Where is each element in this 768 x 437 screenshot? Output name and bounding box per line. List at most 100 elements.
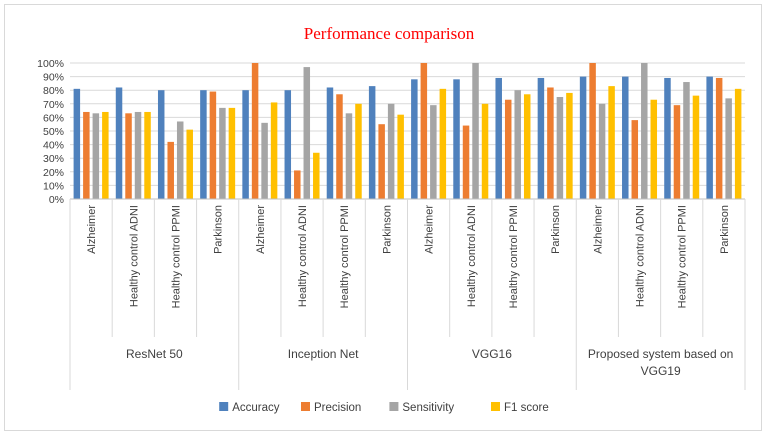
- bar-accuracy: [242, 90, 249, 199]
- category-label: Parkinson: [381, 205, 393, 254]
- group-label: VGG16: [472, 347, 512, 361]
- legend-swatch: [219, 402, 229, 411]
- bar-precision: [420, 63, 428, 199]
- bar-precision: [125, 113, 132, 199]
- bar-sensitivity: [725, 98, 732, 199]
- group-label: VGG19: [641, 364, 681, 378]
- category-label: Healthy control PPMI: [170, 205, 182, 308]
- bar-accuracy: [706, 76, 713, 199]
- y-tick-label: 0%: [49, 194, 64, 206]
- bar-precision: [504, 99, 512, 199]
- group-label: Proposed system based on: [588, 347, 733, 361]
- legend-swatch: [389, 402, 399, 411]
- bar-accuracy: [157, 90, 165, 199]
- bar-sensitivity: [219, 107, 226, 199]
- bar-f1-score: [355, 103, 362, 199]
- bar-f1-score: [481, 103, 489, 199]
- bar-f1-score: [523, 94, 531, 199]
- legend-swatch: [301, 402, 310, 411]
- chart-frame: Performance comparison 0% 10% 20% 30% 40% 50%…: [4, 4, 762, 431]
- bar-accuracy: [537, 77, 545, 199]
- bar-accuracy: [368, 86, 376, 199]
- chart-title: Performance comparison: [304, 24, 475, 43]
- bar-f1-score: [270, 102, 278, 199]
- bar-accuracy: [622, 76, 629, 199]
- bar-f1-score: [397, 114, 404, 199]
- legend-label: Sensitivity: [402, 402, 454, 414]
- bar-f1-score: [102, 111, 109, 199]
- bar-f1-score: [650, 99, 658, 199]
- bar-precision: [336, 94, 343, 199]
- bar-f1-score: [313, 152, 320, 199]
- bar-accuracy: [284, 90, 292, 199]
- y-tick-label: 20%: [43, 167, 64, 179]
- y-tick-label: 100%: [37, 58, 64, 70]
- bar-f1-score: [608, 86, 615, 199]
- bar-precision: [251, 63, 259, 199]
- bar-accuracy: [495, 77, 502, 199]
- category-label: Healthy control ADNI: [128, 205, 140, 307]
- category-label: Healthy control ADNI: [297, 205, 309, 307]
- y-tick-label: 10%: [43, 180, 64, 192]
- bar-precision: [589, 63, 596, 199]
- bar-precision: [462, 125, 470, 199]
- category-label: Healthy control PPMI: [677, 205, 689, 308]
- bar-sensitivity: [641, 63, 648, 199]
- legend-label: Precision: [314, 402, 361, 414]
- bar-sensitivity: [345, 113, 353, 199]
- performance-chart: Performance comparison 0% 10%20% 30%40% 50%…: [37, 24, 746, 414]
- bar-precision: [209, 91, 217, 199]
- category-label: Healthy control ADNI: [635, 205, 647, 307]
- bar-f1-score: [692, 95, 700, 199]
- bar-accuracy: [200, 90, 207, 199]
- bar-sensitivity: [556, 97, 564, 199]
- bar-accuracy: [326, 87, 334, 199]
- bar-f1-score: [439, 88, 447, 199]
- category-label: Healthy control ADNI: [466, 205, 478, 307]
- legend-label: F1 score: [504, 402, 549, 414]
- category-label: Parkinson: [213, 205, 225, 254]
- category-label: Alzheimer: [255, 205, 267, 254]
- y-tick-label: 60%: [43, 112, 64, 124]
- bar-accuracy: [579, 76, 587, 199]
- y-tick-label: 50%: [43, 126, 64, 138]
- bar-accuracy: [115, 87, 123, 199]
- category-label: Alzheimer: [424, 205, 436, 254]
- bar-sensitivity: [92, 113, 100, 199]
- bar-sensitivity: [514, 90, 521, 199]
- group-label: ResNet 50: [126, 347, 183, 361]
- bar-sensitivity: [176, 121, 184, 199]
- legend-swatch: [491, 402, 500, 411]
- bar-accuracy: [453, 79, 460, 199]
- bar-sensitivity: [261, 122, 268, 199]
- bar-accuracy: [73, 88, 81, 199]
- bar-sensitivity: [472, 63, 479, 199]
- bar-accuracy: [411, 79, 418, 199]
- category-label: Healthy control PPMI: [339, 205, 351, 308]
- bar-precision: [167, 141, 174, 199]
- bar-precision: [294, 170, 301, 199]
- bar-precision: [631, 120, 639, 199]
- bar-precision: [673, 105, 681, 199]
- y-tick-label: 90%: [43, 72, 64, 84]
- bar-precision: [83, 111, 90, 199]
- bar-f1-score: [228, 107, 236, 199]
- bar-precision: [547, 87, 554, 199]
- bar-sensitivity: [387, 103, 395, 199]
- bar-f1-score: [144, 111, 151, 199]
- category-label: Healthy control PPMI: [508, 205, 520, 308]
- bar-precision: [378, 124, 385, 199]
- bar-sensitivity: [598, 103, 606, 199]
- legend-label: Accuracy: [232, 402, 280, 414]
- bar-sensitivity: [303, 67, 311, 199]
- category-label: Parkinson: [719, 205, 731, 254]
- category-label: Alzheimer: [592, 205, 604, 254]
- bar-sensitivity: [683, 82, 690, 199]
- category-label: Parkinson: [550, 205, 562, 254]
- bar-f1-score: [186, 129, 193, 199]
- y-tick-label: 70%: [43, 99, 64, 111]
- bar-sensitivity: [134, 111, 142, 199]
- bar-f1-score: [734, 88, 742, 199]
- category-label: Alzheimer: [86, 205, 98, 254]
- group-label: Inception Net: [288, 347, 359, 361]
